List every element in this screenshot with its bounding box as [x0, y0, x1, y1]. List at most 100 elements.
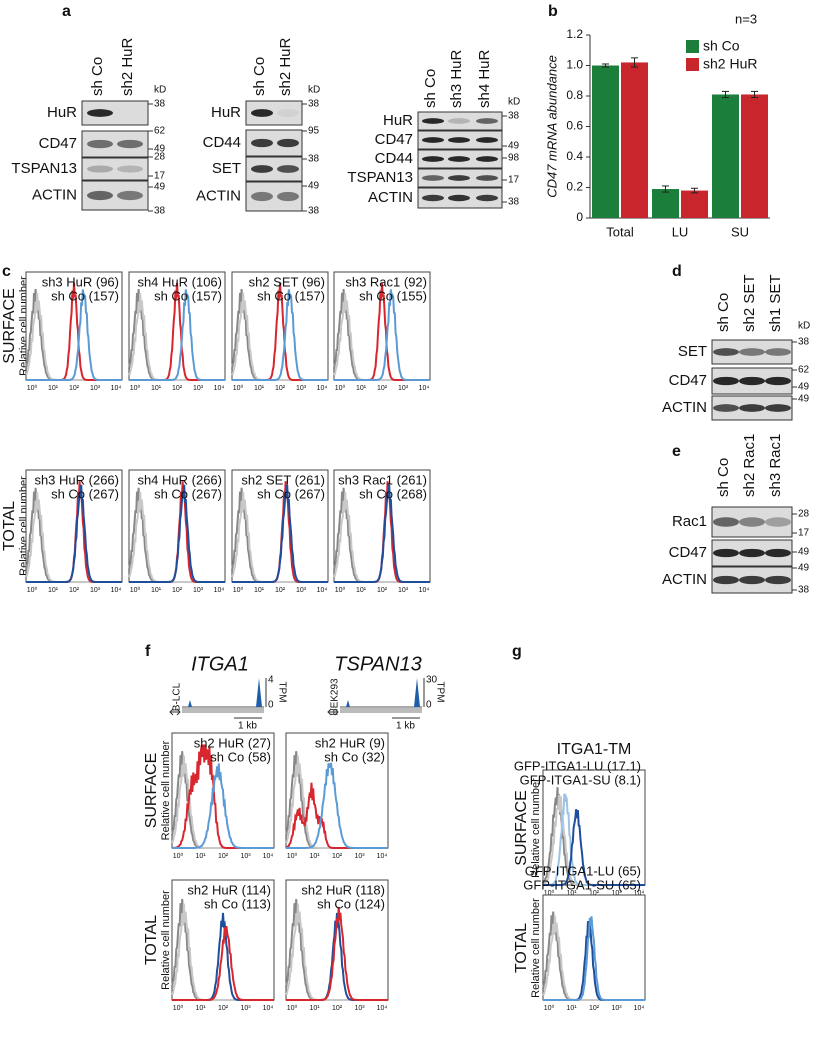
scale-label: 1 kb — [238, 721, 257, 732]
x-tick-label: 10⁴ — [111, 385, 122, 392]
track-ymax: 4 — [268, 675, 274, 686]
x-tick-label: Total — [606, 224, 634, 239]
histogram-curve — [172, 925, 274, 1001]
x-tick-label: 10⁰ — [173, 852, 184, 860]
x-tick-label: 10² — [589, 1005, 600, 1012]
marker-label: 49 — [154, 144, 166, 155]
lane-label: sh Co — [89, 57, 106, 96]
x-tick-label: 10⁰ — [173, 1004, 184, 1012]
marker-label: 38 — [308, 206, 320, 217]
x-tick-label: 10² — [589, 890, 600, 897]
scale-label: 1 kb — [396, 721, 415, 732]
lane-label: sh2 SET — [741, 274, 758, 332]
lane-label: sh2 Rac1 — [741, 434, 758, 497]
x-tick-label: 10³ — [398, 587, 409, 594]
legend-label: sh Co (157) — [154, 288, 222, 303]
marker-label: 98 — [508, 153, 520, 164]
x-tick-label: 10¹ — [309, 853, 320, 860]
row-label: CD44 — [375, 150, 413, 167]
legend-label: sh Co (124) — [317, 896, 385, 911]
lane-label: sh2 HuR — [119, 37, 136, 96]
kd-label: kD — [154, 85, 166, 96]
blot-band — [476, 137, 498, 143]
legend-label: sh3 HuR (96) — [42, 274, 119, 289]
histogram-curve — [26, 484, 122, 583]
blot-band — [739, 348, 765, 356]
x-tick-label: 10¹ — [356, 385, 367, 392]
blot-band — [277, 138, 299, 148]
blot-band — [87, 109, 113, 117]
blot-band — [277, 109, 299, 117]
row-ylabel: Relative cell number — [160, 890, 172, 990]
panel-title: ITGA1-TM — [557, 741, 632, 758]
blot-band — [739, 404, 765, 412]
row-label: ACTIN — [196, 187, 241, 204]
x-tick-label: 10³ — [398, 385, 409, 392]
x-tick-label: 10³ — [354, 853, 365, 860]
marker-label: 49 — [798, 563, 810, 574]
legend-swatch — [686, 58, 699, 71]
x-tick-label: 10³ — [611, 890, 622, 897]
legend-label: sh Co (157) — [51, 288, 119, 303]
blot-band — [87, 165, 113, 173]
row-title: SURFACE — [1, 288, 18, 364]
arrow — [169, 708, 181, 716]
blot-band — [422, 118, 444, 124]
bar — [712, 94, 739, 218]
legend-swatch — [686, 40, 699, 53]
row-ylabel: Relative cell number — [530, 898, 542, 998]
histogram-curve — [286, 906, 388, 1001]
blot-band — [448, 137, 470, 143]
legend-label: sh Co (157) — [257, 288, 325, 303]
legend-label: sh Co (58) — [210, 749, 271, 764]
x-tick-label: 10⁴ — [214, 385, 225, 392]
legend-label: sh2 HuR — [703, 56, 757, 72]
track-unit: TPM — [434, 681, 445, 702]
row-label: ACTIN — [368, 189, 413, 206]
x-tick-label: 10¹ — [48, 385, 59, 392]
blot-band — [476, 175, 498, 181]
lane-label: sh Co — [422, 69, 439, 108]
annotation: n=3 — [735, 11, 757, 26]
blot-band — [739, 376, 765, 386]
blot-band — [765, 376, 791, 386]
x-tick-label: 10⁴ — [634, 1005, 645, 1012]
marker-label: 62 — [798, 365, 810, 376]
blot-band — [117, 165, 143, 173]
x-tick-label: 10⁰ — [27, 586, 38, 594]
marker-label: 38 — [154, 206, 166, 217]
blot-band — [448, 156, 470, 162]
bar — [681, 190, 708, 218]
legend-label: sh Co (268) — [359, 486, 427, 501]
lane-label: sh3 HuR — [448, 49, 465, 108]
x-tick-label: 10³ — [296, 587, 307, 594]
x-tick-label: 10² — [69, 385, 80, 392]
x-tick-label: 10³ — [296, 385, 307, 392]
row-label: Rac1 — [672, 513, 707, 530]
track-peak — [188, 700, 192, 707]
x-tick-label: 10⁴ — [263, 853, 274, 860]
legend-label: sh2 SET (261) — [241, 472, 325, 487]
row-label: CD47 — [39, 135, 77, 152]
gene-body — [340, 708, 422, 713]
histogram-curve — [286, 762, 388, 849]
histogram-curve — [232, 484, 328, 583]
blot-band — [251, 191, 273, 202]
lane-label: sh4 HuR — [476, 49, 493, 108]
legend-label: GFP-ITGA1-SU (65) — [523, 877, 641, 892]
x-tick-label: 10¹ — [48, 587, 59, 594]
panel-label: f — [145, 643, 151, 660]
row-title: TOTAL — [513, 923, 530, 973]
kd-label: kD — [308, 85, 320, 96]
row-label: CD47 — [669, 372, 707, 389]
marker-label: 49 — [798, 382, 810, 393]
track-unit: TPM — [276, 681, 287, 702]
x-tick-label: 10⁰ — [335, 586, 346, 594]
track-ymin: 0 — [426, 700, 432, 711]
marker-label: 17 — [508, 175, 520, 186]
y-tick-label: 1.0 — [566, 58, 583, 72]
marker-label: 49 — [154, 182, 166, 193]
blot-band — [713, 517, 739, 527]
histogram-curve — [232, 289, 328, 381]
row-label: ACTIN — [662, 571, 707, 588]
